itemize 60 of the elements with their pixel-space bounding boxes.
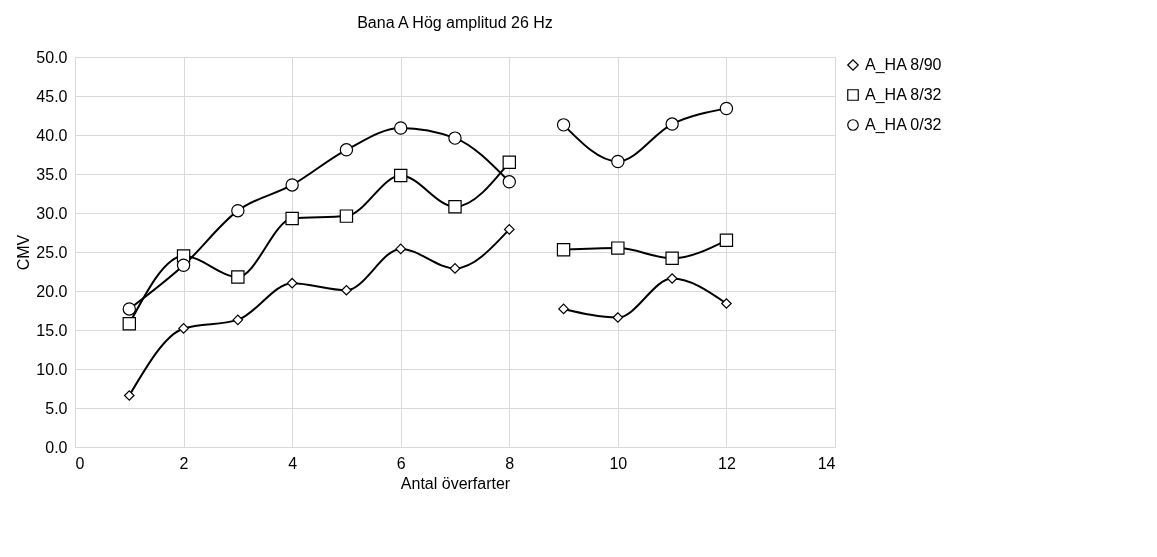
point [665,117,679,131]
point [448,131,462,145]
point [285,211,299,226]
y-tick-label: 25.0 [36,243,68,261]
point [393,168,408,183]
point [558,303,569,315]
y-tick-label: 5.0 [45,399,68,417]
x-tick-label: 4 [288,454,298,472]
point [286,277,298,289]
y-tick-label: 45.0 [36,87,68,105]
chart-title: Bana A Hög amplitud 26 Hz [357,14,553,31]
y-tick-label: 0.0 [45,438,68,456]
point [612,312,624,323]
point [176,258,191,272]
point [232,314,244,326]
x-tick-label: 2 [179,454,189,472]
legend-label: A_HA 8/90 [865,56,942,74]
y-tick-label: 20.0 [36,282,68,300]
point [666,273,678,284]
y-tick-label: 30.0 [36,204,68,222]
point [721,298,732,309]
point [611,241,625,255]
legend-label: A_HA 8/32 [865,86,942,104]
x-tick-label: 10 [609,454,628,472]
point [123,390,135,401]
point [341,284,352,296]
y-tick-label: 15.0 [36,321,68,339]
point [665,251,679,265]
y-tick-label: 35.0 [36,165,68,183]
point [502,175,517,189]
point [449,263,461,274]
x-tick-label: 14 [817,454,836,472]
point [719,233,734,248]
point [502,155,517,170]
point [231,203,245,218]
point [285,178,299,192]
x-tick-label: 6 [396,454,406,472]
legend-label: A_HA 0/32 [865,116,942,134]
point [503,224,515,235]
y-tick-label: 50.0 [36,48,68,66]
point [178,323,189,334]
point [231,270,245,284]
x-tick-label: 0 [75,454,85,472]
point [122,302,137,316]
point [556,242,571,257]
x-axis-title: Antal överfarter [400,474,511,492]
point [611,154,625,169]
point [393,121,408,135]
x-tick-label: 12 [718,454,736,472]
point [339,143,354,157]
y-tick-label: 40.0 [36,126,68,144]
point [719,101,734,116]
point [448,200,462,214]
point [339,209,354,223]
y-axis-title: CMV [15,234,33,271]
point [122,317,137,331]
y-tick-label: 10.0 [36,360,68,378]
point [556,118,571,132]
x-tick-label: 8 [505,454,515,472]
point [395,243,407,255]
